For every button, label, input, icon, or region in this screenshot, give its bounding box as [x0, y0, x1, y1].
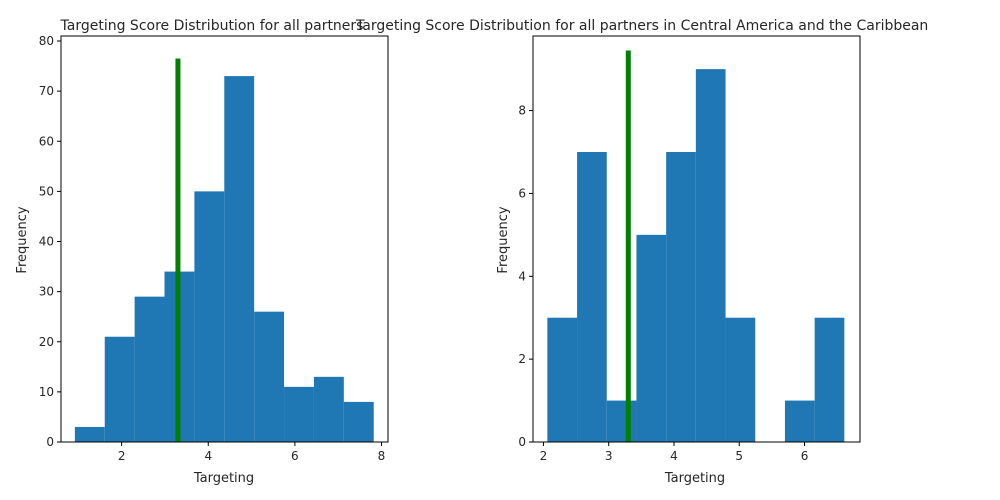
histogram-bar	[194, 191, 225, 442]
histogram-bar	[134, 296, 165, 442]
x-tick-label: 4	[204, 449, 212, 463]
y-axis-label: Frequency	[496, 206, 511, 273]
histogram-bar	[547, 317, 578, 442]
histogram-bar	[284, 386, 314, 442]
x-tick-label: 3	[605, 449, 613, 463]
histogram-bar	[224, 76, 255, 443]
chart-title: Targeting Score Distribution for all par…	[355, 18, 928, 34]
x-tick-label: 6	[801, 449, 809, 463]
plot-frame	[532, 35, 861, 443]
y-tick-label: 40	[39, 235, 54, 249]
x-tick-label: 2	[540, 449, 548, 463]
histogram-bar	[636, 234, 667, 442]
histogram-bar	[666, 152, 696, 442]
x-tick-label: 6	[291, 449, 299, 463]
y-tick-label: 0	[518, 435, 526, 449]
chart-title: Targeting Score Distribution for all par…	[60, 18, 364, 34]
x-tick-label: 2	[118, 449, 126, 463]
histogram-central-america-caribbean: Targeting Frequency 2 3 4 5 602468Targeting …	[355, 18, 928, 486]
x-tick-label: 4	[670, 449, 678, 463]
y-tick-label: 60	[39, 134, 54, 148]
x-tick-label: 8	[378, 449, 386, 463]
histogram-bar	[343, 401, 374, 442]
y-tick-label: 8	[518, 104, 526, 118]
y-tick-label: 2	[518, 352, 526, 366]
histogram-all-partners: Targeting Frequency 2 4 6 80102030405060708…	[15, 18, 389, 486]
y-tick-label: 30	[39, 285, 54, 299]
histogram-bar	[784, 400, 815, 442]
y-tick-label: 0	[46, 435, 54, 449]
y-tick-label: 10	[39, 385, 54, 399]
y-tick-label: 70	[39, 84, 54, 98]
y-tick-label: 6	[518, 186, 526, 200]
histogram-bar	[606, 400, 637, 442]
y-axis-label: Frequency	[15, 206, 30, 273]
y-tick-label: 80	[39, 34, 54, 48]
x-axis-label: Targeting	[193, 471, 254, 486]
x-tick-label: 5	[735, 449, 743, 463]
x-axis-label: Targeting	[664, 471, 725, 486]
histogram-bar	[313, 376, 344, 442]
plot-frame	[60, 35, 389, 443]
histogram-bar	[254, 311, 285, 442]
y-tick-label: 20	[39, 335, 54, 349]
histogram-bar	[695, 69, 726, 443]
histogram-bar	[74, 426, 105, 442]
histogram-bar	[814, 317, 845, 442]
y-tick-label: 50	[39, 184, 54, 198]
histogram-bar	[725, 317, 756, 442]
histogram-bar	[577, 152, 607, 442]
y-tick-label: 4	[518, 269, 526, 283]
histogram-bar	[104, 336, 135, 442]
